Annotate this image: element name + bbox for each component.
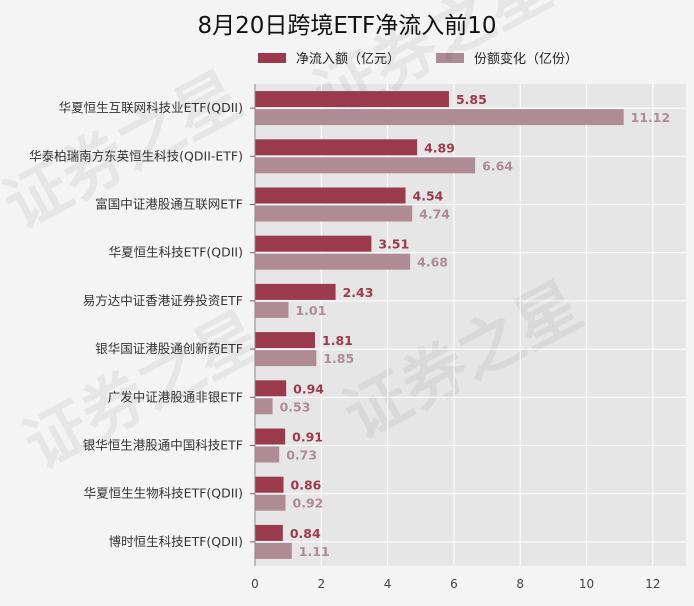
value-label-net-inflow: 4.54 — [413, 189, 444, 204]
x-tick-label: 12 — [645, 577, 660, 591]
legend-label-net-inflow: 净流入额（亿元） — [296, 52, 401, 67]
value-label-share-change: 11.12 — [631, 110, 671, 125]
category-label: 华泰柏瑞南方东英恒生科技(QDII-ETF) — [29, 148, 243, 163]
bar-net-inflow — [255, 380, 287, 397]
legend-item-net-inflow: 净流入额（亿元） — [258, 48, 400, 67]
value-label-share-change: 4.74 — [419, 207, 450, 222]
value-label-share-change: 4.68 — [417, 255, 448, 270]
category-label: 华夏恒生互联网科技业ETF(QDII) — [59, 100, 243, 115]
legend-label-share-change: 份额变化（亿份） — [474, 52, 579, 67]
value-label-net-inflow: 5.85 — [456, 92, 487, 107]
category-label: 华夏恒生生物科技ETF(QDII) — [84, 486, 243, 501]
bar-net-inflow — [255, 91, 449, 108]
value-label-net-inflow: 4.89 — [424, 140, 455, 155]
category-label: 易方达中证香港证券投资ETF — [83, 293, 243, 308]
bar-share-change — [255, 301, 289, 318]
bar-share-change — [255, 205, 413, 222]
bar-share-change — [255, 398, 273, 415]
legend-item-share-change: 份额变化（亿份） — [436, 48, 578, 67]
value-label-share-change: 0.92 — [293, 496, 324, 511]
category-label: 广发中证港股通非银ETF — [108, 389, 243, 404]
value-label-net-inflow: 0.94 — [293, 381, 324, 396]
category-label: 富国中证港股通互联网ETF — [95, 197, 243, 212]
value-label-share-change: 0.73 — [286, 448, 317, 463]
bar-net-inflow — [255, 428, 286, 445]
category-label: 银华恒生港股通中国科技ETF — [83, 438, 243, 453]
x-tick-label: 2 — [317, 577, 325, 591]
x-tick-label: 6 — [450, 577, 458, 591]
bar-net-inflow — [255, 332, 316, 349]
value-label-net-inflow: 0.86 — [291, 478, 322, 493]
chart-title: 8月20日跨境ETF净流入前10 — [197, 13, 497, 39]
value-label-net-inflow: 0.84 — [290, 526, 321, 541]
value-label-share-change: 6.64 — [482, 158, 513, 173]
category-label: 银华国证港股通创新药ETF — [95, 341, 243, 356]
value-label-net-inflow: 0.91 — [292, 430, 323, 445]
value-label-share-change: 0.53 — [280, 399, 311, 414]
value-label-share-change: 1.01 — [295, 303, 326, 318]
category-label: 博时恒生科技ETF(QDII) — [109, 534, 243, 549]
value-label-share-change: 1.11 — [299, 544, 330, 559]
bar-share-change — [255, 446, 280, 463]
legend-swatch-share-change — [436, 52, 465, 63]
legend-swatch-net-inflow — [258, 52, 286, 63]
bar-share-change — [255, 350, 317, 367]
value-label-net-inflow: 1.81 — [322, 333, 353, 348]
x-tick-label: 8 — [516, 577, 524, 591]
category-label: 华夏恒生科技ETF(QDII) — [109, 245, 243, 260]
x-tick-label: 4 — [384, 577, 392, 591]
bar-net-inflow — [255, 283, 336, 300]
bar-share-change — [255, 157, 476, 174]
value-label-net-inflow: 3.51 — [378, 237, 409, 252]
bar-share-change — [255, 542, 292, 559]
value-label-net-inflow: 2.43 — [343, 285, 374, 300]
x-tick-label: 0 — [251, 577, 259, 591]
bar-share-change — [255, 494, 286, 511]
legend: 净流入额（亿元） 份额变化（亿份） — [258, 48, 614, 67]
bar-net-inflow — [255, 139, 418, 156]
bar-net-inflow — [255, 187, 406, 204]
bar-share-change — [255, 253, 411, 270]
bar-net-inflow — [255, 235, 372, 252]
x-tick-label: 10 — [579, 577, 594, 591]
bar-net-inflow — [255, 524, 283, 541]
bar-net-inflow — [255, 476, 284, 493]
value-label-share-change: 1.85 — [323, 351, 354, 366]
bar-share-change — [255, 109, 624, 126]
